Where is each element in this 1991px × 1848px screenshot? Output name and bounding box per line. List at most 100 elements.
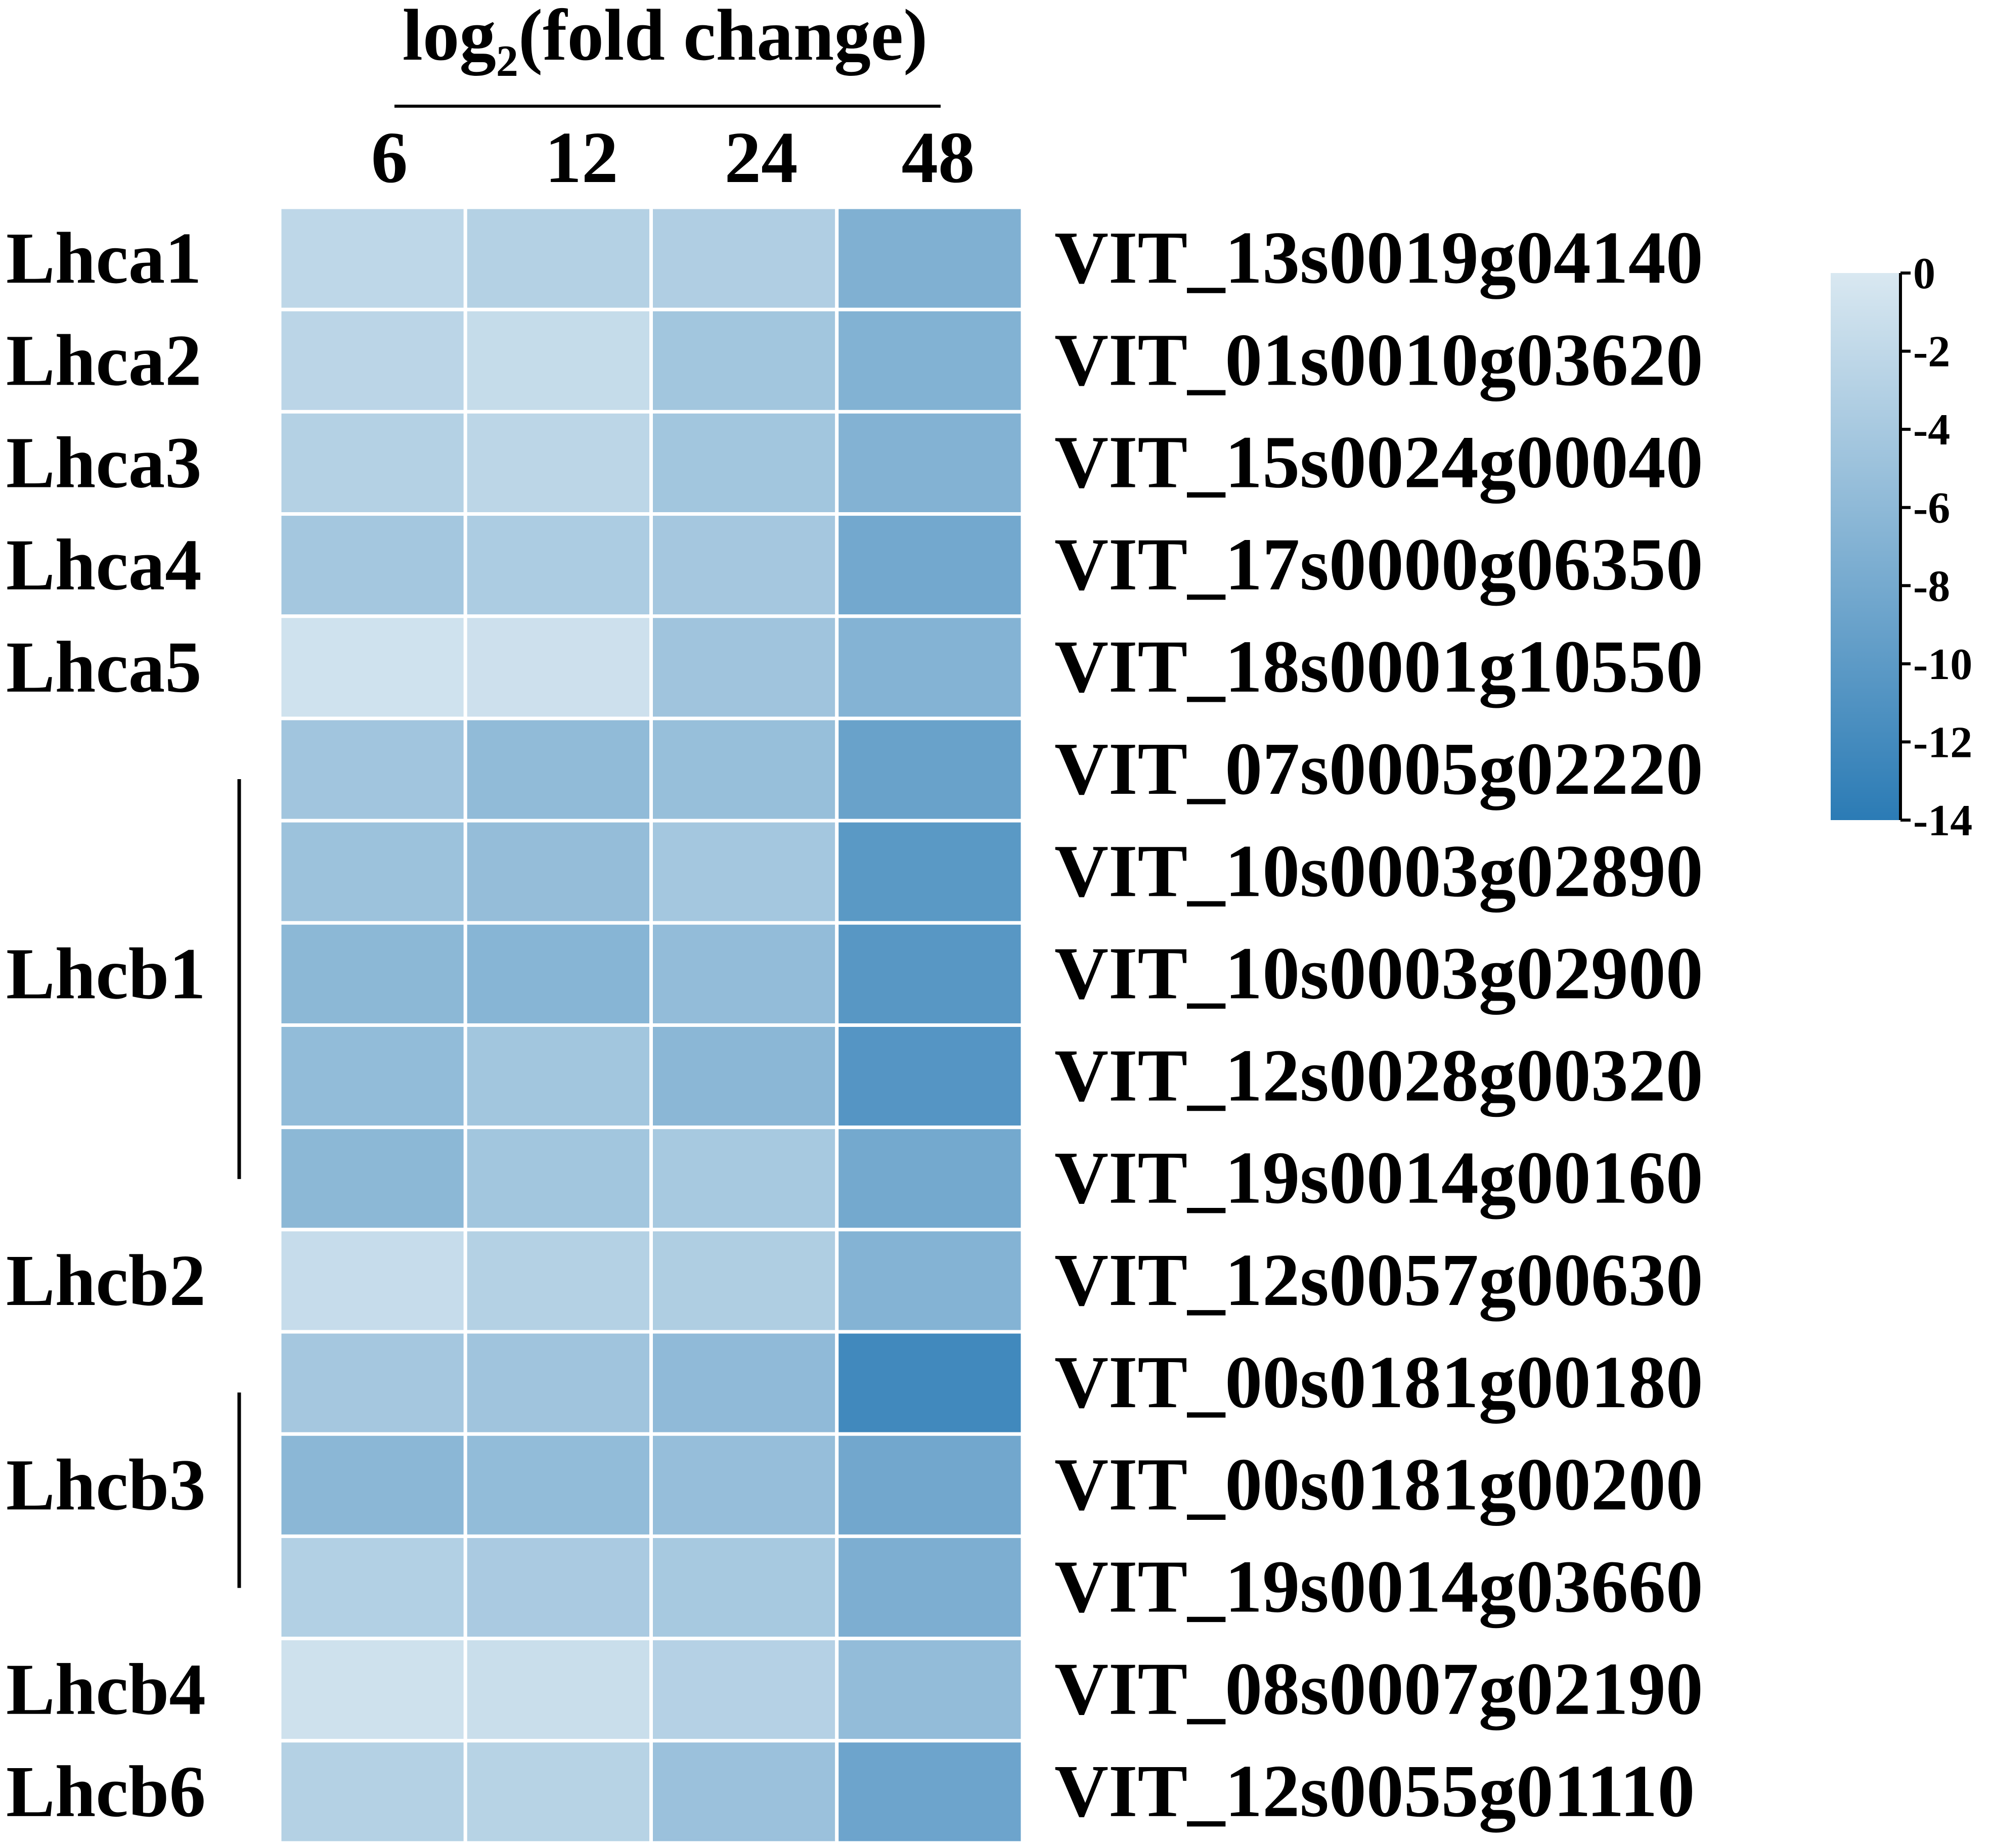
heatmap-cell (649, 512, 839, 618)
heatmap-cell (835, 307, 1025, 414)
heatmap-cell (278, 1023, 467, 1130)
header-title: log2(fold change) (403, 0, 928, 86)
heatmap-cell (463, 1739, 653, 1845)
colorbar-tick-label: -12 (1913, 718, 1972, 767)
row-label: VIT_19s0014g00160 (1054, 1137, 1703, 1220)
column-label: 6 (371, 117, 408, 198)
heatmap-cell (835, 1125, 1025, 1232)
heatmap-cell (278, 614, 467, 720)
heatmap-cell (649, 1637, 839, 1743)
row-label: VIT_00s0181g00180 (1054, 1341, 1703, 1424)
row-label: VIT_12s0028g00320 (1054, 1034, 1703, 1117)
column-label: 48 (902, 117, 975, 198)
column-labels: 6 12 24 48 (371, 117, 975, 198)
heatmap-cell (278, 1739, 467, 1845)
heatmap-cell (835, 614, 1025, 720)
heatmap-cell (835, 205, 1025, 311)
heatmap-cell (649, 1330, 839, 1436)
heatmap-cell (835, 921, 1025, 1027)
heatmap-cell (835, 512, 1025, 618)
heatmap-cell (463, 614, 653, 720)
heatmap-cell (835, 1534, 1025, 1641)
colorbar-tick-label: 0 (1913, 249, 1935, 298)
heatmap-cell (278, 1228, 467, 1334)
heatmap-cell (463, 205, 653, 311)
heatmap-cell (278, 1125, 467, 1232)
heatmap-cell (463, 819, 653, 925)
group-labels: Lhca1 Lhca2 Lhca3 Lhca4 Lhca5 Lhcb1 Lhcb2 Lhcb3… (6, 218, 241, 1832)
row-label: VIT_00s0181g00200 (1054, 1443, 1703, 1526)
group-label: Lhcb3 (6, 1445, 206, 1525)
column-header: log2(fold change) 6 12 24 48 (371, 0, 975, 198)
colorbar-tick-label: -4 (1913, 405, 1950, 455)
heatmap-cell (649, 1739, 839, 1845)
heatmap-cell (463, 307, 653, 414)
group-label: Lhca4 (6, 525, 202, 606)
heatmap-cell (278, 512, 467, 618)
group-label: Lhcb1 (6, 933, 206, 1014)
colorbar: 0 -2 -4 -6 -8 -10 -12 -14 (1831, 249, 1972, 845)
group-label: Lhcb4 (6, 1649, 206, 1730)
heatmap-cell (649, 614, 839, 720)
heatmap-cell (463, 1534, 653, 1641)
heatmap-cell (278, 1534, 467, 1641)
row-label: VIT_01s0010g03620 (1054, 319, 1703, 401)
heatmap-cell (649, 1228, 839, 1334)
header-title-log: log (403, 0, 496, 76)
heatmap-cell (463, 1228, 653, 1334)
row-label: VIT_12s0057g00630 (1054, 1239, 1703, 1322)
heatmap-cell (278, 307, 467, 414)
row-label: VIT_12s0055g01110 (1054, 1750, 1695, 1833)
heatmap-cell (649, 1023, 839, 1130)
colorbar-tick-label: -6 (1913, 484, 1950, 533)
row-label: VIT_08s0007g02190 (1054, 1648, 1703, 1731)
header-title-subscript: 2 (496, 37, 518, 86)
heatmap-cell (649, 1125, 839, 1232)
heatmap-cell (649, 819, 839, 925)
heatmap-cell (649, 205, 839, 311)
row-labels: VIT_13s0019g04140 VIT_01s0010g03620 VIT_15… (1054, 216, 1703, 1833)
colorbar-tick-label: -14 (1913, 796, 1972, 845)
colorbar-tick-label: -8 (1913, 562, 1950, 611)
heatmap-cell (649, 716, 839, 823)
heatmap-cell (649, 1432, 839, 1538)
heatmap-cell (278, 1330, 467, 1436)
heatmap-cell (278, 921, 467, 1027)
heatmap-cell (278, 819, 467, 925)
row-label: VIT_13s0019g04140 (1054, 216, 1703, 299)
group-label: Lhcb6 (6, 1751, 206, 1832)
heatmap-cell (835, 1739, 1025, 1845)
row-label: VIT_19s0014g03660 (1054, 1546, 1703, 1629)
row-label: VIT_10s0003g02900 (1054, 932, 1703, 1015)
colorbar-tick-label: -2 (1913, 328, 1950, 377)
heatmap-cell (649, 921, 839, 1027)
heatmap-cell (649, 1534, 839, 1641)
group-label: Lhca1 (6, 218, 202, 299)
heatmap-cell (835, 1023, 1025, 1130)
column-label: 12 (545, 117, 618, 198)
heatmap-cell (278, 410, 467, 516)
heatmap-cell (278, 1432, 467, 1538)
heatmap-cell (463, 512, 653, 618)
heatmap-cells (278, 205, 1025, 1845)
heatmap-cell (463, 1330, 653, 1436)
colorbar-ticks: 0 -2 -4 -6 -8 -10 -12 -14 (1900, 249, 1972, 845)
heatmap-cell (835, 1432, 1025, 1538)
column-label: 24 (725, 117, 798, 198)
heatmap-cell (835, 1228, 1025, 1334)
heatmap-cell (835, 819, 1025, 925)
heatmap-cell (649, 410, 839, 516)
heatmap-cell (835, 1637, 1025, 1743)
heatmap-cell (463, 716, 653, 823)
row-label: VIT_15s0024g00040 (1054, 421, 1703, 504)
heatmap-cell (463, 1125, 653, 1232)
group-label: Lhca2 (6, 320, 202, 401)
row-label: VIT_07s0005g02220 (1054, 728, 1703, 810)
heatmap-cell (835, 1330, 1025, 1436)
colorbar-gradient (1831, 273, 1900, 820)
colorbar-tick-label: -10 (1913, 640, 1972, 689)
heatmap-cell (463, 1637, 653, 1743)
heatmap-cell (278, 716, 467, 823)
heatmap-cell (835, 716, 1025, 823)
